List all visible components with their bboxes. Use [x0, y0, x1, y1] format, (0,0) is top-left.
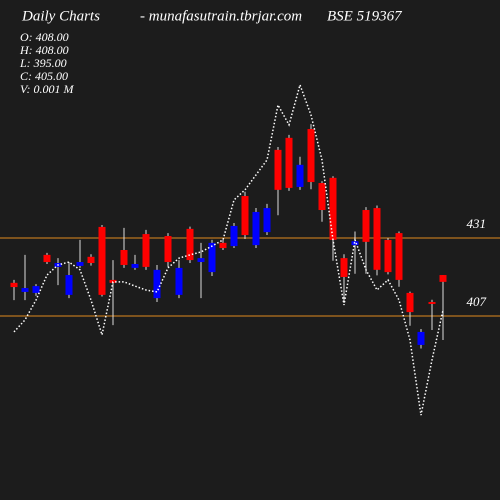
chart-title: Daily Charts — [21, 8, 100, 24]
info-line: L: 395.00 — [19, 56, 67, 70]
candle-body — [417, 331, 425, 345]
chart-subtitle: - munafasutrain.tbrjar.com — [140, 8, 302, 24]
candle-body — [439, 275, 447, 282]
candle-body — [153, 269, 161, 299]
candle-body — [175, 267, 183, 295]
candle-body — [252, 211, 260, 246]
candle-body — [131, 263, 139, 268]
info-line: O: 408.00 — [20, 30, 69, 44]
candle-body — [208, 242, 216, 273]
candle-body — [142, 234, 150, 267]
candle-body — [230, 225, 238, 247]
candle-body — [362, 210, 370, 242]
candle-body — [120, 250, 128, 265]
candle-body — [263, 208, 271, 233]
candle-body — [274, 149, 282, 190]
candle-body — [406, 292, 414, 313]
candle-body — [164, 236, 172, 263]
info-line: C: 405.00 — [20, 69, 68, 83]
candle-body — [307, 129, 315, 183]
candle-body — [241, 196, 249, 236]
candle-body — [296, 164, 304, 187]
candle-body — [186, 228, 194, 261]
candle-body — [340, 258, 348, 277]
candle-body — [65, 275, 73, 295]
candle-body — [428, 302, 436, 304]
symbol: BSE 519367 — [327, 8, 403, 24]
candle-body — [32, 286, 40, 293]
candle-body — [43, 254, 51, 263]
y-tick-label: 431 — [467, 216, 487, 231]
candle-body — [219, 242, 227, 249]
candle-body — [285, 137, 293, 188]
candle-body — [76, 262, 84, 266]
candle-body — [21, 288, 29, 292]
candle-body — [373, 208, 381, 270]
candle-body — [318, 183, 326, 211]
candle-body — [87, 256, 95, 264]
candle-body — [395, 233, 403, 280]
candle-body — [384, 239, 392, 273]
candle-body — [197, 258, 205, 263]
info-line: H: 408.00 — [19, 43, 69, 57]
candle-body — [98, 226, 106, 295]
y-tick-label: 407 — [467, 294, 487, 309]
info-line: V: 0.001 M — [20, 82, 75, 96]
candle-body — [329, 177, 337, 240]
candle-body — [10, 282, 18, 288]
